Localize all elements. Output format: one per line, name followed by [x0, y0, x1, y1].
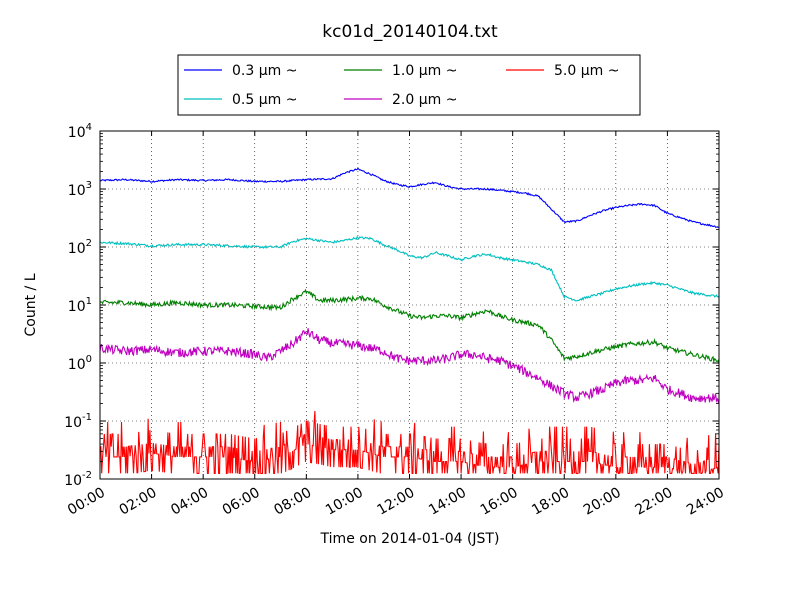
y-axis-label: Count / L — [23, 273, 39, 336]
legend-label-3: 1.0 μm ~ — [392, 63, 457, 79]
legend-box — [177, 54, 641, 116]
legend-label-4: 2.0 μm ~ — [392, 92, 457, 108]
series-line-3 — [99, 288, 720, 364]
series-line-1 — [99, 167, 720, 229]
series-line-2 — [99, 235, 720, 302]
legend: 0.3 μm ~ 0.5 μm ~ 1.0 μm ~ 2.0 μm ~ 5.0 μm ~ — [177, 54, 641, 116]
series-line-5 — [100, 410, 720, 475]
series-line-4 — [99, 328, 720, 404]
legend-label-5: 5.0 μm ~ — [554, 63, 619, 79]
legend-label-1: 0.3 μm ~ — [232, 63, 297, 79]
chart-title: kc01d_20140104.txt — [322, 22, 498, 42]
series-lines — [99, 167, 720, 475]
x-axis-label: Time on 2014-01-04 (JST) — [320, 531, 500, 547]
legend-label-2: 0.5 μm ~ — [232, 92, 297, 108]
